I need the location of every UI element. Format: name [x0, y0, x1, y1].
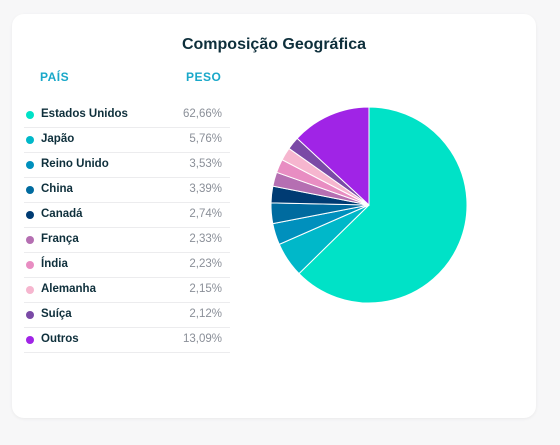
legend-dot [26, 186, 34, 194]
country-name: Japão [41, 133, 75, 145]
geographic-composition-card: Composição Geográfica PAÍS PESO Estados … [12, 14, 536, 418]
legend-dot [26, 336, 34, 344]
country-weight: 2,33% [189, 233, 222, 245]
country-name: Alemanha [41, 283, 96, 295]
country-weight: 2,15% [189, 283, 222, 295]
legend-dot [26, 286, 34, 294]
legend-dot [26, 136, 34, 144]
country-weight: 62,66% [182, 108, 222, 120]
pie-slice-estados-unidos[interactable] [298, 106, 468, 304]
list-item: China 3,39% [24, 178, 230, 203]
country-weight: 3,53% [189, 158, 222, 170]
country-list: Estados Unidos 62,66% Japão 5,76% Reino … [24, 103, 230, 353]
country-name: Reino Unido [41, 158, 109, 170]
legend-dot [26, 311, 34, 319]
weight-column-header: PESO [186, 70, 222, 84]
country-name: Índia [41, 258, 68, 270]
list-item: Alemanha 2,15% [24, 278, 230, 303]
country-column-header: PAÍS [40, 70, 70, 84]
list-item: Reino Unido 3,53% [24, 153, 230, 178]
country-weight: 2,74% [189, 208, 222, 220]
legend-dot [26, 161, 34, 169]
country-name: China [41, 183, 73, 195]
country-weight: 3,39% [189, 183, 222, 195]
country-weight: 13,09% [182, 333, 222, 345]
country-name: França [41, 233, 79, 245]
list-item: França 2,33% [24, 228, 230, 253]
list-item: Japão 5,76% [24, 128, 230, 153]
chart-title: Composição Geográfica [181, 36, 367, 53]
country-name: Estados Unidos [41, 108, 128, 120]
pie-slice-outros[interactable] [296, 106, 370, 207]
list-item: Canadá 2,74% [24, 203, 230, 228]
list-item: Outros 13,09% [24, 328, 230, 353]
legend-dot [26, 261, 34, 269]
country-weight: 5,76% [189, 133, 222, 145]
list-item: Suíça 2,12% [24, 303, 230, 328]
country-name: Canadá [41, 208, 83, 220]
country-weight: 2,12% [189, 308, 222, 320]
list-item: Estados Unidos 62,66% [24, 103, 230, 128]
legend-dot [26, 111, 34, 119]
country-weight: 2,23% [189, 258, 222, 270]
country-name: Outros [41, 333, 79, 345]
legend-dot [26, 236, 34, 244]
legend-dot [26, 211, 34, 219]
country-name: Suíça [41, 308, 72, 320]
pie-chart [270, 106, 468, 304]
list-item: Índia 2,23% [24, 253, 230, 278]
